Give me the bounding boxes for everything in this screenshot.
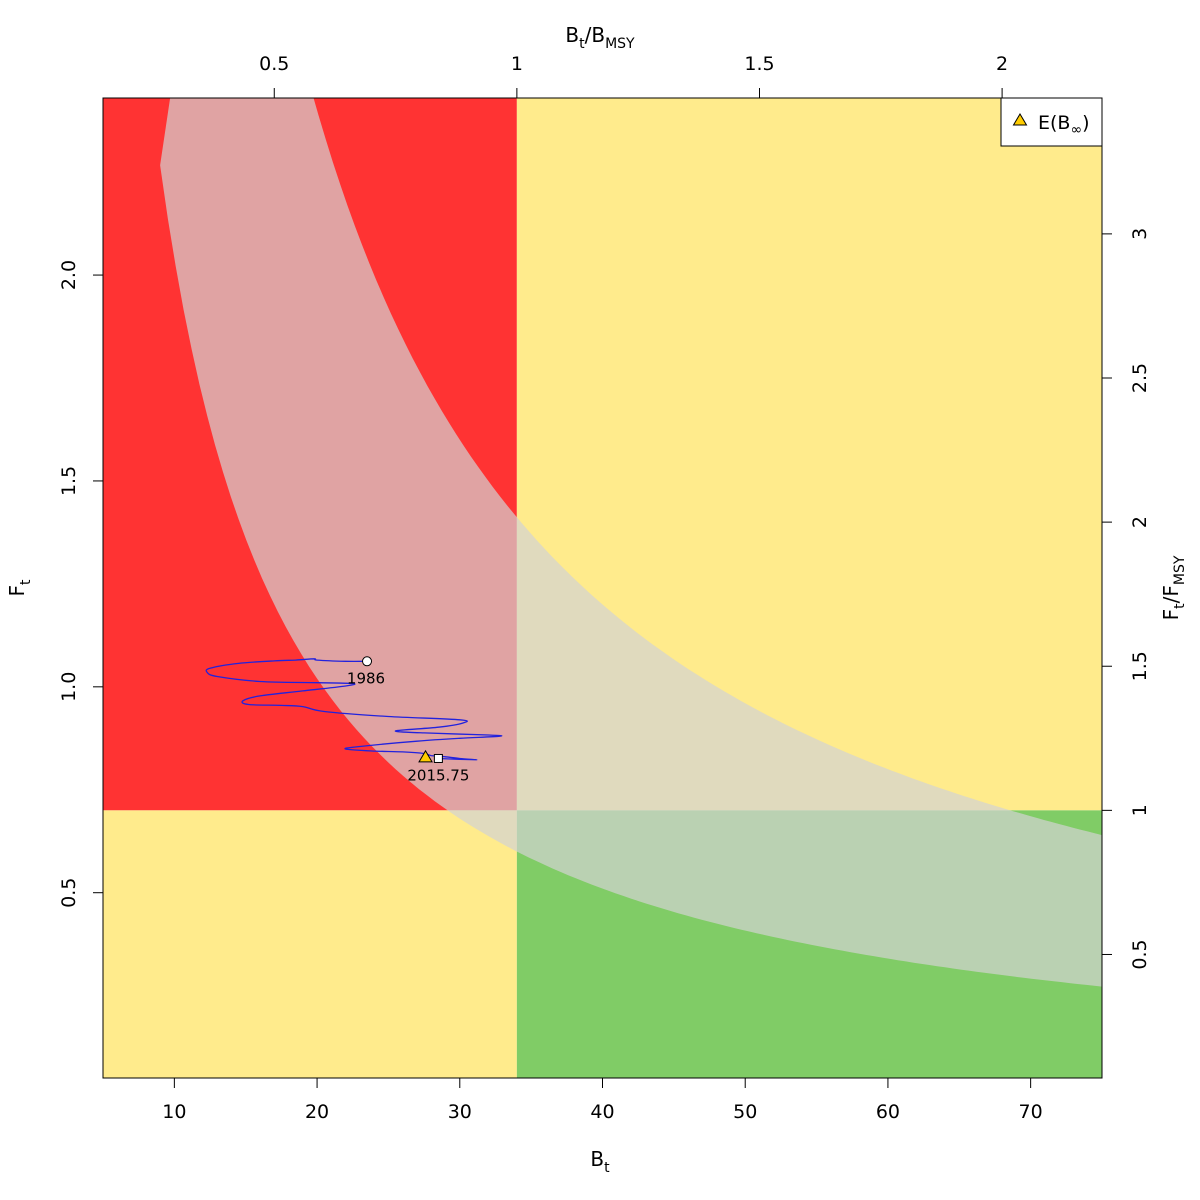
x-bottom-tick-label: 50: [733, 1101, 757, 1123]
msy-band: [160, 98, 1102, 987]
x-bottom-tick-label: 70: [1019, 1101, 1043, 1123]
legend-triangle-icon: [1012, 113, 1028, 126]
svg-text:Ft: Ft: [5, 579, 34, 597]
y-axis-left-title: Ft: [5, 579, 34, 597]
x-bottom-tick-label: 10: [162, 1101, 186, 1123]
y-right-tick-label: 1: [1129, 804, 1151, 816]
x-bottom-tick-label: 60: [876, 1101, 900, 1123]
y-axis-left: 0.5 1.0 1.5 2.0: [58, 260, 103, 908]
x-axis-bottom-title: Bt: [590, 1147, 610, 1176]
y-left-tick-label: 2.0: [58, 260, 80, 290]
y-right-tick-label: 3: [1129, 228, 1151, 240]
end-point: [433, 753, 443, 763]
y-left-tick-label: 1.5: [58, 466, 80, 496]
start-point-label: 1986: [347, 669, 385, 687]
y-left-tick-label: 1.0: [58, 672, 80, 702]
x-bottom-tick-label: 30: [448, 1101, 472, 1123]
trajectory-line: [205, 658, 503, 761]
legend: E(B∞): [1000, 97, 1103, 147]
y-right-tick-label: 1.5: [1129, 651, 1151, 681]
x-top-tick-label: 1.5: [744, 53, 774, 75]
end-point-label: 2015.75: [407, 766, 469, 784]
y-right-tick-label: 0.5: [1129, 939, 1151, 969]
x-top-tick-label: 1: [511, 53, 523, 75]
y-axis-right-title: Ft/FMSY: [1159, 555, 1188, 620]
start-point: [362, 656, 373, 667]
svg-text:Ft/FMSY: Ft/FMSY: [1159, 555, 1188, 620]
x-axis-top-title: Bt/BMSY: [565, 23, 635, 52]
zone-caution-bottom-left: [103, 810, 517, 1078]
y-left-tick-label: 0.5: [58, 878, 80, 908]
expected-biomass-point: [418, 749, 433, 763]
x-axis-bottom: 10 20 30 40 50 60 70: [162, 1078, 1043, 1123]
x-bottom-tick-label: 40: [590, 1101, 614, 1123]
y-axis-right: 0.5 1 1.5 2 2.5 3: [1102, 228, 1151, 970]
x-axis-top: 0.5 1 1.5 2: [259, 53, 1008, 98]
plot-area: [103, 98, 1102, 1078]
x-bottom-tick-label: 20: [305, 1101, 329, 1123]
x-top-tick-label: 2: [996, 53, 1008, 75]
y-right-tick-label: 2: [1129, 516, 1151, 528]
y-right-tick-label: 2.5: [1129, 363, 1151, 393]
x-top-tick-label: 0.5: [259, 53, 289, 75]
legend-entry: E(B∞): [1038, 112, 1090, 138]
